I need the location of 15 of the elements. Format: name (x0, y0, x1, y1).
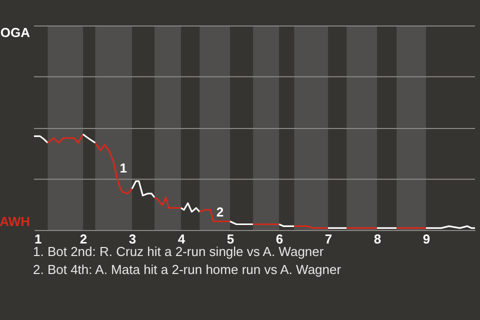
text: 2. Bot 4th: A. Mata hit a 2-run home run vs A. Wagner (33, 261, 342, 279)
x-tick-label: 9 (422, 232, 430, 246)
text: AWH (0, 214, 30, 229)
x-tick-label: 2 (80, 232, 88, 246)
x-tick-label: 4 (178, 232, 186, 246)
text: 1. Bot 2nd: R. Cruz hit a 2-run single vs A. Wagner (33, 244, 324, 259)
annotation: 2 (216, 204, 224, 220)
x-tick-label: 8 (374, 232, 382, 246)
x-tick-label: 6 (276, 232, 284, 246)
ref-line-label: OGA (0, 25, 31, 40)
x-tick-label: 3 (128, 232, 136, 246)
x-tick-label: 7 (324, 232, 332, 246)
annotation: 1 (120, 160, 128, 176)
x-tick-label: 1 (34, 232, 42, 246)
x-tick-label: 5 (226, 232, 234, 246)
